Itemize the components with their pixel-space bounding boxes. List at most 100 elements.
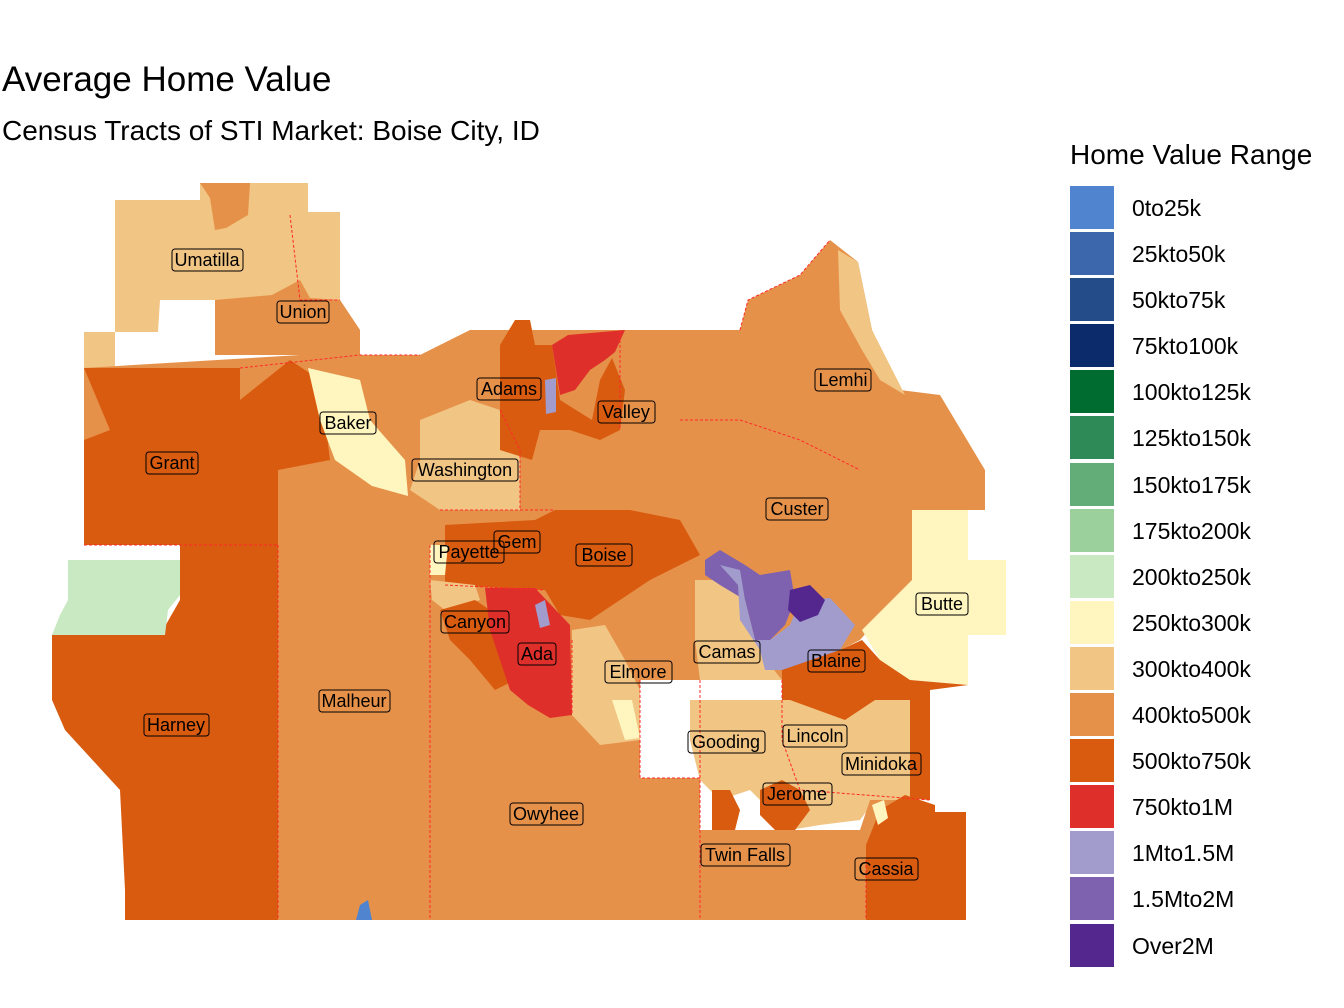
tract-area	[52, 545, 278, 920]
legend-item: 200kto250k	[1070, 554, 1312, 601]
legend-swatch	[1070, 600, 1114, 644]
tract-area	[720, 565, 855, 670]
tract-area	[500, 320, 625, 460]
legend-item: 750kto1M	[1070, 785, 1312, 831]
legend-label: 150kto175k	[1132, 471, 1251, 498]
county-label: Adams	[476, 377, 542, 401]
svg-text:Camas: Camas	[698, 642, 755, 662]
tract-area	[712, 790, 740, 830]
legend-item: 50kto75k	[1070, 278, 1312, 324]
legend-label: 250kto300k	[1132, 609, 1251, 636]
svg-text:Ada: Ada	[521, 644, 554, 664]
county-label: Umatilla	[171, 248, 244, 272]
svg-text:Grant: Grant	[149, 453, 194, 473]
map-title: Average Home Value	[2, 60, 332, 99]
legend-item: 1.5Mto2M	[1070, 877, 1312, 923]
tract-area	[612, 700, 640, 740]
svg-text:Custer: Custer	[770, 499, 823, 519]
legend-label: 1.5Mto2M	[1132, 886, 1235, 913]
legend-label: 25kto50k	[1132, 241, 1226, 268]
legend-swatch	[1070, 370, 1114, 414]
tract-area	[485, 588, 572, 718]
svg-text:Umatilla: Umatilla	[174, 250, 240, 270]
legend-label: 500kto750k	[1132, 748, 1251, 775]
legend-swatch	[1070, 646, 1114, 690]
svg-text:Lincoln: Lincoln	[786, 726, 843, 746]
county-label: Valley	[597, 400, 656, 424]
county-label: Washington	[411, 458, 519, 482]
svg-text:Malheur: Malheur	[321, 691, 386, 711]
svg-text:Owyhee: Owyhee	[513, 804, 579, 824]
legend-label: 0to25k	[1132, 195, 1202, 221]
tract-area	[545, 378, 556, 414]
county-label: Payette	[433, 540, 505, 564]
legend-item: 300kto400k	[1070, 646, 1312, 693]
svg-text:Butte: Butte	[921, 594, 963, 614]
legend: Home Value Range 0to25k 25kto50k 50kto75k 7…	[1070, 136, 1312, 970]
legend-item: 250kto300k	[1070, 600, 1312, 647]
tract-area	[200, 183, 250, 230]
county-label: Ada	[517, 642, 557, 666]
legend-item: 400kto500k	[1070, 693, 1312, 739]
legend-item: 500kto750k	[1070, 739, 1312, 785]
legend-swatch	[1070, 324, 1114, 368]
legend-label: 100kto125k	[1132, 379, 1251, 406]
tract-area	[356, 900, 372, 920]
county-label: Union	[276, 300, 330, 324]
svg-text:Payette: Payette	[438, 542, 499, 562]
svg-text:Canyon: Canyon	[444, 612, 506, 632]
legend-item: 1Mto1.5M	[1070, 831, 1312, 877]
county-label: Boise	[575, 543, 633, 567]
tract-area	[552, 330, 625, 395]
svg-text:Gem: Gem	[497, 532, 536, 552]
legend-item: 25kto50k	[1070, 232, 1312, 278]
svg-text:Minidoka: Minidoka	[845, 754, 918, 774]
svg-text:Harney: Harney	[147, 715, 205, 735]
svg-text:Blaine: Blaine	[811, 651, 861, 671]
county-label: Custer	[765, 497, 829, 521]
legend-title: Home Value Range	[1070, 139, 1313, 170]
legend-swatch	[1070, 416, 1114, 460]
tract-area	[535, 600, 550, 628]
legend-swatch	[1070, 923, 1114, 967]
tract-area	[308, 368, 408, 496]
county-label: Lemhi	[814, 368, 872, 392]
tract-area	[872, 800, 888, 825]
county-label: Camas	[693, 640, 761, 664]
county-label: Butte	[915, 592, 969, 616]
legend-swatch	[1070, 831, 1114, 875]
svg-text:Cassia: Cassia	[858, 859, 914, 879]
svg-text:Valley: Valley	[602, 402, 650, 422]
svg-text:Baker: Baker	[324, 413, 371, 433]
county-label: Gem	[493, 530, 541, 554]
tract-area	[52, 560, 180, 635]
legend-item: 125kto150k	[1070, 416, 1312, 462]
svg-text:Boise: Boise	[581, 545, 626, 565]
tract-layer	[52, 183, 1006, 920]
legend-swatch	[1070, 739, 1114, 783]
tract-area	[838, 250, 905, 395]
county-label: Lincoln	[782, 724, 848, 748]
legend-items: 0to25k 25kto50k 50kto75k 75kto100k 100kto125…	[1070, 186, 1312, 970]
legend-label: Over2M	[1132, 932, 1214, 959]
county-label: Blaine	[807, 649, 866, 673]
county-labels: Umatilla Union Baker Grant Adams Valley …	[143, 248, 969, 881]
svg-text:Lemhi: Lemhi	[818, 370, 867, 390]
legend-label: 50kto75k	[1132, 287, 1226, 314]
legend-item: Over2M	[1070, 923, 1312, 970]
tract-area	[84, 360, 330, 545]
county-label: Cassia	[854, 857, 919, 881]
county-label: Malheur	[318, 689, 391, 713]
tract-area	[690, 700, 910, 830]
legend-swatch	[1070, 554, 1114, 598]
tract-area	[445, 510, 700, 620]
tract-area	[278, 545, 430, 920]
legend-swatch	[1070, 232, 1114, 276]
tract-area	[700, 800, 910, 920]
svg-text:Washington: Washington	[418, 460, 512, 480]
county-label: Elmore	[604, 660, 673, 684]
legend-swatch	[1070, 278, 1114, 322]
county-label: Owyhee	[509, 802, 584, 826]
tract-area	[788, 585, 825, 622]
county-label: Grant	[145, 451, 199, 475]
